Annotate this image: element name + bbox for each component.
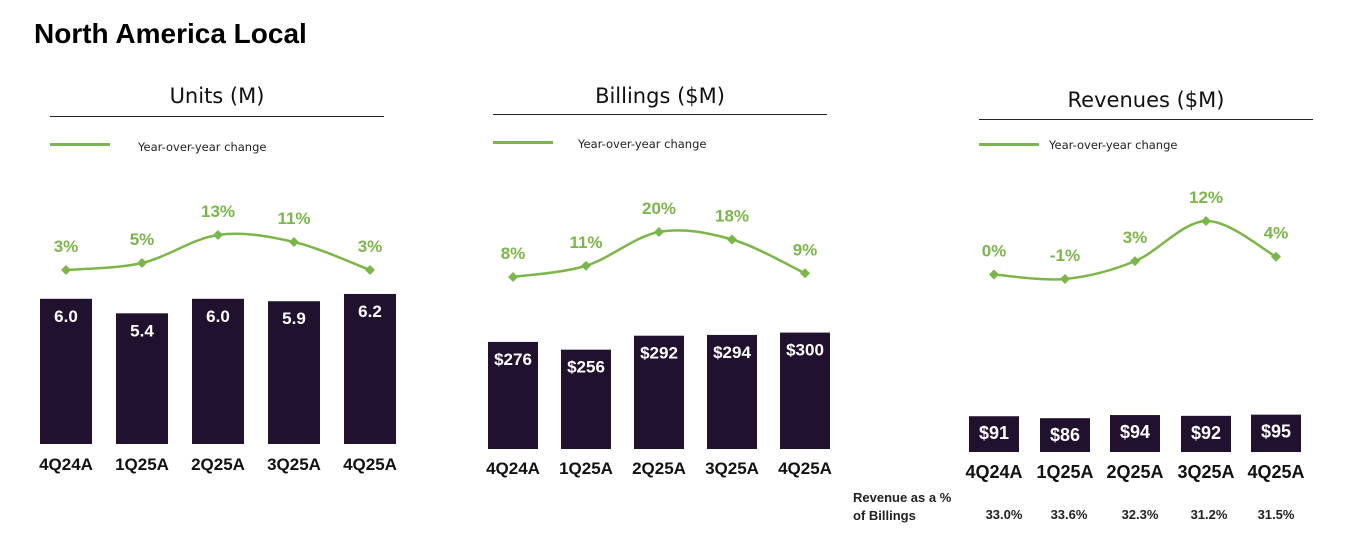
revenues-chart-title: Revenues ($M) (1067, 88, 1225, 112)
yoy-data-label: 11% (277, 209, 310, 228)
yoy-data-label: 4% (1264, 224, 1289, 243)
bar (40, 298, 92, 444)
revenues-legend-line (979, 143, 1039, 146)
yoy-point (365, 265, 375, 275)
yoy-point (581, 260, 591, 271)
bar (634, 335, 684, 449)
yoy-point (137, 258, 147, 268)
category-label: 4Q25A (343, 455, 397, 474)
yoy-data-label: 0% (982, 242, 1007, 261)
bar (707, 334, 757, 449)
category-label: 4Q24A (39, 455, 93, 474)
units-legend-line (50, 143, 110, 146)
bar (1110, 415, 1160, 452)
billings-legend-label: Year-over-year change (578, 137, 707, 151)
category-label: 1Q25A (1036, 462, 1093, 482)
revenue-ratio-label-line1: Revenue as a % (853, 490, 952, 505)
bar-value-label: 5.9 (282, 309, 306, 328)
yoy-point (727, 234, 737, 245)
category-label: 1Q25A (115, 455, 169, 474)
revenue-ratio-value: 33.0% (985, 507, 1023, 522)
yoy-point (289, 237, 299, 247)
category-label: 4Q24A (965, 462, 1022, 482)
yoy-data-label: 20% (642, 199, 676, 218)
bar-value-label: 6.0 (206, 307, 230, 326)
yoy-data-label: -1% (1050, 246, 1080, 265)
category-label: 3Q25A (705, 459, 759, 478)
bar (1040, 418, 1090, 452)
units-chart: 6.0 5.4 6.0 5.9 6.2 4Q24A 1Q25A 2Q25A 3Q25A 4Q25A… (39, 202, 397, 474)
category-label: 2Q25A (191, 455, 245, 474)
revenue-ratio-value: 32.3% (1121, 507, 1159, 522)
bar (969, 416, 1019, 452)
revenues-legend-label: Year-over-year change (1049, 138, 1178, 152)
yoy-data-label: 3% (54, 237, 79, 256)
category-label: 3Q25A (1177, 462, 1234, 482)
bar-value-label: $92 (1191, 423, 1221, 443)
bar-value-label: $300 (786, 341, 824, 360)
yoy-data-label: 5% (130, 230, 155, 249)
category-label: 4Q25A (778, 459, 832, 478)
yoy-data-label: 18% (715, 207, 749, 226)
bar (1251, 414, 1301, 452)
yoy-point (1201, 216, 1211, 226)
bar-value-label: $95 (1261, 422, 1291, 442)
bar-value-label: 5.4 (130, 321, 154, 340)
yoy-data-label: 9% (793, 240, 818, 259)
page-title: North America Local (34, 18, 307, 49)
billings-chart-title: Billings ($M) (595, 84, 725, 108)
yoy-data-label: 12% (1189, 188, 1223, 207)
category-label: 4Q24A (486, 459, 540, 478)
revenue-ratio-label-line2: of Billings (853, 508, 916, 523)
bar-value-label: 6.0 (54, 307, 78, 326)
revenue-ratio-value: 31.2% (1190, 507, 1228, 522)
category-label: 2Q25A (1106, 462, 1163, 482)
bar (1181, 415, 1231, 452)
revenue-ratio-value: 33.6% (1050, 507, 1088, 522)
bar-value-label: $294 (713, 343, 751, 362)
bar (116, 313, 168, 444)
bar (268, 301, 320, 444)
yoy-point (61, 265, 71, 275)
yoy-point (1271, 251, 1281, 262)
yoy-point (1060, 274, 1070, 284)
yoy-point (1130, 256, 1140, 267)
yoy-data-label: 3% (358, 237, 383, 256)
category-label: 4Q25A (1247, 462, 1304, 482)
bar-value-label: $94 (1120, 422, 1150, 442)
yoy-data-label: 13% (201, 202, 235, 221)
bar-value-label: 6.2 (358, 302, 382, 321)
bar-value-label: $86 (1050, 425, 1080, 445)
bar-value-label: $256 (567, 358, 605, 377)
bar (344, 293, 396, 444)
billings-title-rule (493, 114, 827, 115)
billings-legend-line (493, 141, 553, 144)
bar-value-label: $91 (979, 423, 1009, 443)
bar (192, 298, 244, 444)
revenues-title-rule (979, 119, 1313, 120)
bar (561, 349, 611, 449)
bar-value-label: $276 (494, 350, 532, 369)
category-label: 1Q25A (559, 459, 613, 478)
yoy-point (989, 269, 999, 280)
yoy-point (508, 272, 518, 282)
bar (780, 332, 830, 449)
yoy-point (213, 230, 223, 240)
category-label: 3Q25A (267, 455, 321, 474)
units-title-rule (50, 116, 384, 117)
units-legend-label: Year-over-year change (138, 140, 267, 154)
yoy-data-label: 11% (569, 233, 602, 252)
billings-chart: $276 $256 $292 $294 $300 4Q24A 1Q25A 2Q25A 3Q25A… (486, 199, 832, 478)
yoy-point (654, 227, 664, 237)
category-label: 2Q25A (632, 459, 686, 478)
yoy-point (800, 268, 810, 279)
bar-value-label: $292 (640, 344, 678, 363)
units-chart-title: Units (M) (169, 84, 265, 108)
bar (488, 341, 538, 449)
yoy-data-label: 8% (501, 244, 526, 263)
revenue-ratio-value: 31.5% (1257, 507, 1295, 522)
yoy-data-label: 3% (1123, 228, 1148, 247)
